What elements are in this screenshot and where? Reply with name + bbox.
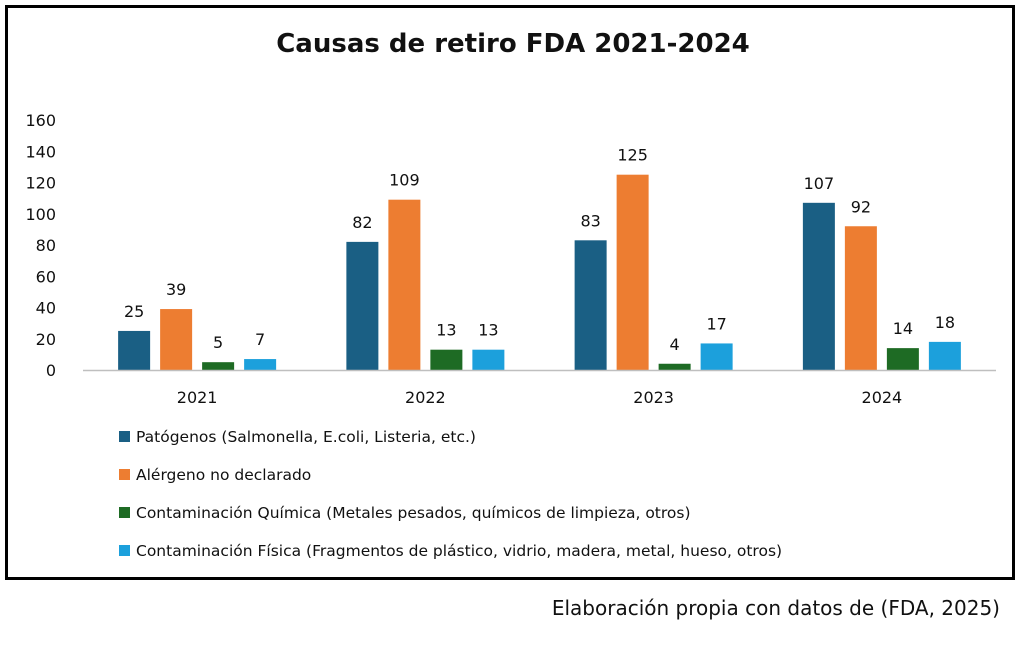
- source-note: Elaboración propia con datos de (FDA, 20…: [551, 596, 1000, 620]
- data-labels: 25 39 5 7 82 109 13 13 83 125 4 17 107 92 14 18: [124, 146, 955, 354]
- y-tick-label: 20: [36, 330, 56, 349]
- bar: [844, 226, 877, 370]
- bar: [118, 330, 151, 370]
- data-label: 4: [670, 335, 680, 354]
- bar: [244, 359, 277, 370]
- x-tick-label: 2023: [633, 388, 674, 407]
- bar: [700, 343, 733, 370]
- bar: [160, 309, 193, 370]
- legend-swatch: [119, 545, 130, 556]
- legend-label: Alérgeno no declarado: [136, 466, 311, 484]
- y-tick-label: 40: [36, 299, 56, 318]
- legend-label: Patógenos (Salmonella, E.coli, Listeria,…: [136, 428, 476, 446]
- chart: Causas de retiro FDA 2021-2024 0 20 40 60 80…: [25, 29, 996, 560]
- y-tick-label: 140: [25, 142, 56, 161]
- data-label: 17: [706, 314, 726, 333]
- bar: [658, 363, 691, 370]
- bar: [388, 199, 421, 370]
- x-tick-label: 2024: [862, 388, 903, 407]
- legend-label: Contaminación Física (Fragmentos de plás…: [136, 542, 782, 560]
- chart-title: Causas de retiro FDA 2021-2024: [276, 29, 750, 59]
- data-label: 14: [893, 319, 913, 338]
- data-label: 107: [804, 174, 835, 193]
- data-label: 109: [389, 171, 420, 190]
- y-tick-label: 120: [25, 174, 56, 193]
- x-axis: 2021 2022 2023 2024: [83, 369, 996, 407]
- legend-swatch: [119, 431, 130, 442]
- bar: [430, 349, 463, 370]
- bar: [346, 241, 379, 370]
- y-tick-label: 60: [36, 267, 56, 286]
- y-axis: 0 20 40 60 80 100 120 140 160: [25, 111, 56, 380]
- data-label: 82: [352, 213, 372, 232]
- legend-swatch: [119, 507, 130, 518]
- data-label: 125: [617, 146, 648, 165]
- data-label: 39: [166, 280, 186, 299]
- bar: [886, 348, 919, 370]
- data-label: 7: [255, 330, 265, 349]
- data-label: 13: [478, 321, 498, 340]
- bar: [472, 349, 505, 370]
- legend-label: Contaminación Química (Metales pesados, …: [136, 504, 691, 522]
- legend: Patógenos (Salmonella, E.coli, Listeria,…: [119, 428, 782, 560]
- data-label: 5: [213, 333, 223, 352]
- bar: [202, 362, 235, 370]
- data-label: 18: [935, 313, 955, 332]
- data-label: 92: [851, 197, 871, 216]
- data-label: 25: [124, 302, 144, 321]
- y-tick-label: 160: [25, 111, 56, 130]
- bar: [616, 174, 649, 370]
- data-label: 13: [436, 321, 456, 340]
- bar: [574, 240, 607, 370]
- y-tick-label: 0: [46, 361, 56, 380]
- bar: [928, 341, 961, 370]
- legend-swatch: [119, 469, 130, 480]
- bars: [118, 174, 961, 370]
- x-tick-label: 2022: [405, 388, 446, 407]
- x-tick-label: 2021: [177, 388, 218, 407]
- data-label: 83: [580, 211, 600, 230]
- y-tick-label: 80: [36, 236, 56, 255]
- y-tick-label: 100: [25, 205, 56, 224]
- bar: [802, 202, 835, 370]
- chart-frame: Causas de retiro FDA 2021-2024 0 20 40 60 80…: [5, 5, 1015, 580]
